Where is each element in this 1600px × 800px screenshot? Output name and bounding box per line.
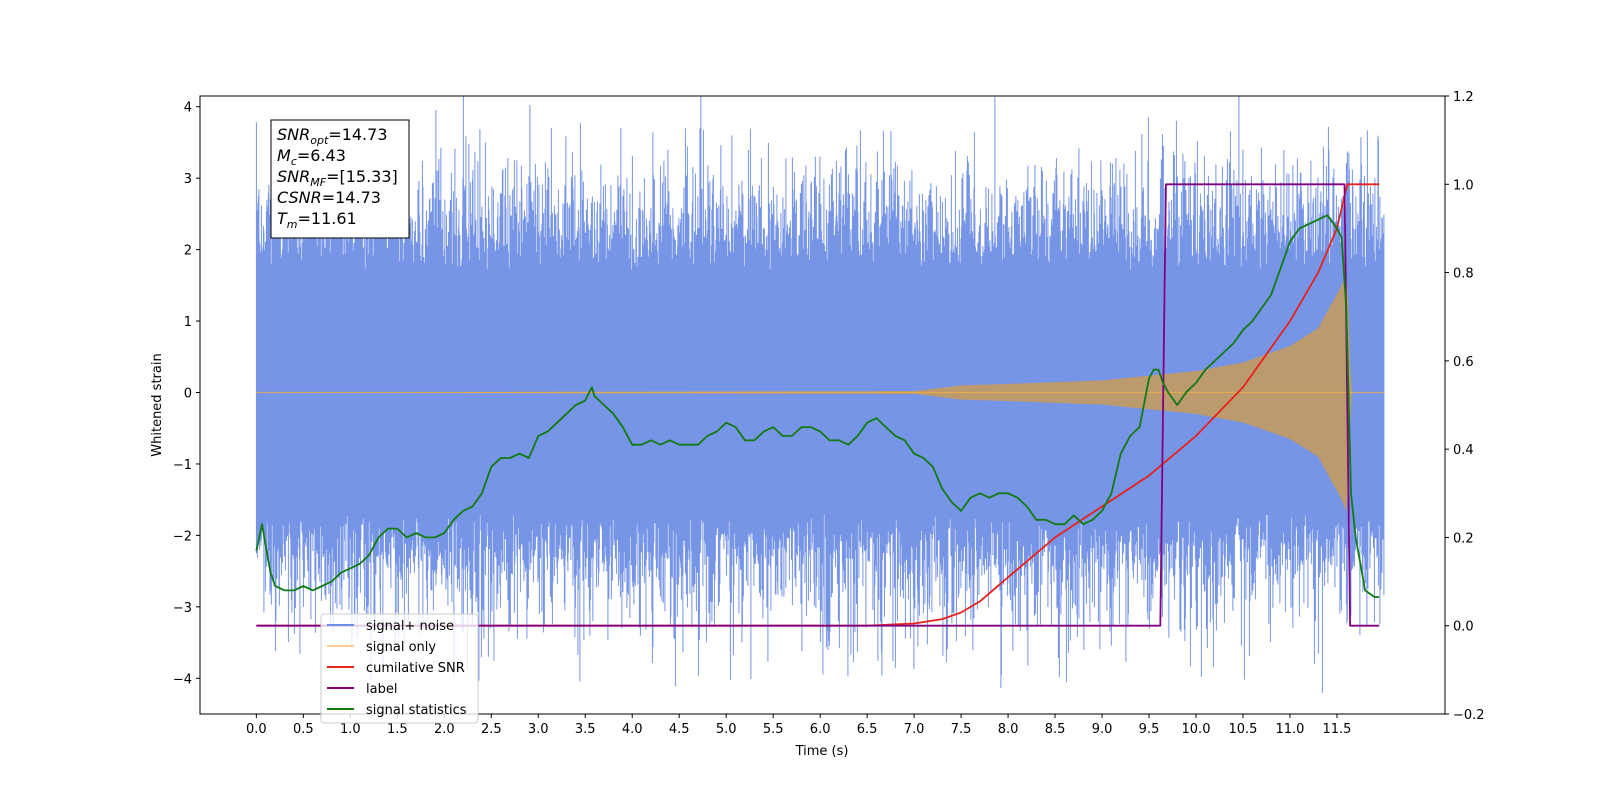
x-axis: 0.0 0.5 1.0 1.5 2.0 2.5 3.0 3.5 4.0 4.5 5.0 5.5 6.0 6… bbox=[246, 714, 1351, 737]
x-tick-label: 4.5 bbox=[669, 722, 690, 737]
x-tick-label: 7.0 bbox=[904, 722, 925, 737]
y2-tick-label: 0.8 bbox=[1453, 267, 1474, 282]
y2-tick-label: 0.2 bbox=[1453, 531, 1474, 546]
y2-tick-label: 1.2 bbox=[1453, 90, 1474, 105]
stats-annotation-box: SNRopt=14.73 Mc=6.43 SNRMF=[15.33] CSNR=14.… bbox=[270, 119, 410, 239]
x-tick-label: 2.0 bbox=[434, 722, 455, 737]
x-tick-label: 3.5 bbox=[575, 722, 596, 737]
plot-frame bbox=[199, 95, 1446, 715]
cumilative-snr-line bbox=[256, 183, 1380, 627]
x-tick-label: 5.0 bbox=[716, 722, 737, 737]
y2-tick-label: −0.2 bbox=[1453, 708, 1485, 723]
annotation-value: =14.73 bbox=[328, 125, 387, 144]
annotation-symbol: CSNR bbox=[277, 188, 322, 207]
y-tick-label: −1 bbox=[173, 458, 192, 473]
annotation-value: =11.61 bbox=[298, 209, 357, 228]
x-tick-label: 3.0 bbox=[528, 722, 549, 737]
annotation-value: =6.43 bbox=[297, 146, 346, 165]
annotation-subscript: m bbox=[287, 218, 298, 231]
y-tick-label: −3 bbox=[173, 601, 192, 616]
x-tick-label: 7.5 bbox=[951, 722, 972, 737]
annotation-value: =[15.33] bbox=[326, 167, 398, 186]
x-tick-label: 10.5 bbox=[1229, 722, 1258, 737]
legend-frame bbox=[320, 613, 479, 724]
x-tick-label: 4.0 bbox=[622, 722, 643, 737]
y-tick-label: 3 bbox=[184, 172, 192, 187]
line-series-group bbox=[255, 183, 1380, 627]
y-tick-label: 1 bbox=[184, 315, 192, 330]
x-tick-label: 6.5 bbox=[857, 722, 878, 737]
y-axis-label: Whitened strain bbox=[150, 353, 165, 456]
annotation-symbol: T bbox=[277, 209, 288, 228]
y2-tick-label: 0.0 bbox=[1453, 620, 1474, 635]
annotation-symbol: SNR bbox=[277, 125, 310, 144]
y-tick-label: −4 bbox=[173, 672, 192, 687]
x-tick-label: 11.5 bbox=[1322, 722, 1351, 737]
x-tick-label: 8.5 bbox=[1045, 722, 1066, 737]
annotation-symbol: SNR bbox=[277, 167, 310, 186]
y-tick-label: 4 bbox=[184, 101, 192, 116]
y2-tick-label: 0.4 bbox=[1453, 443, 1474, 458]
legend-label: signal only bbox=[366, 640, 436, 655]
annotation-value: =14.73 bbox=[322, 188, 381, 207]
y-tick-label: 0 bbox=[184, 386, 192, 401]
annotation-lines: SNRopt=14.73 Mc=6.43 SNRMF=[15.33] CSNR=14.… bbox=[277, 125, 398, 231]
x-tick-label: 1.5 bbox=[387, 722, 408, 737]
x-tick-label: 1.0 bbox=[340, 722, 361, 737]
annotation-frame bbox=[270, 119, 410, 239]
y2-tick-label: 0.6 bbox=[1453, 355, 1474, 370]
x-tick-label: 11.0 bbox=[1275, 722, 1304, 737]
legend-label: signal+ noise bbox=[366, 619, 454, 634]
x-tick-label: 0.5 bbox=[293, 722, 314, 737]
legend: signal+ noise signal only cumilative SNR la… bbox=[320, 613, 479, 724]
x-axis-label: Time (s) bbox=[795, 744, 849, 759]
legend-label: signal statistics bbox=[366, 703, 467, 718]
y2-tick-label: 1.0 bbox=[1453, 178, 1474, 193]
x-tick-label: 5.5 bbox=[763, 722, 784, 737]
annotation-subscript: MF bbox=[310, 176, 326, 189]
x-tick-label: 8.0 bbox=[998, 722, 1019, 737]
x-tick-label: 0.0 bbox=[246, 722, 267, 737]
annotation-symbol: M bbox=[277, 146, 291, 165]
legend-label: label bbox=[366, 682, 397, 697]
y-axis-left: 4 3 2 1 0 −1 −2 −3 −4 bbox=[173, 101, 200, 687]
x-tick-label: 10.0 bbox=[1182, 722, 1211, 737]
x-tick-label: 6.0 bbox=[810, 722, 831, 737]
y-tick-label: 2 bbox=[184, 244, 192, 259]
signal-statistics-line bbox=[255, 214, 1380, 598]
label-line bbox=[256, 183, 1380, 627]
legend-label: cumilative SNR bbox=[366, 661, 465, 676]
x-tick-label: 9.0 bbox=[1092, 722, 1113, 737]
signal-only-series bbox=[256, 273, 1384, 512]
y-axis-right: 1.2 1.0 0.8 0.6 0.4 0.2 0.0 −0.2 bbox=[1445, 90, 1485, 723]
annotation-subscript: opt bbox=[310, 134, 329, 147]
annotation-subscript: c bbox=[291, 155, 297, 168]
x-tick-label: 9.5 bbox=[1139, 722, 1160, 737]
x-tick-label: 2.5 bbox=[481, 722, 502, 737]
y-tick-label: −2 bbox=[173, 529, 192, 544]
